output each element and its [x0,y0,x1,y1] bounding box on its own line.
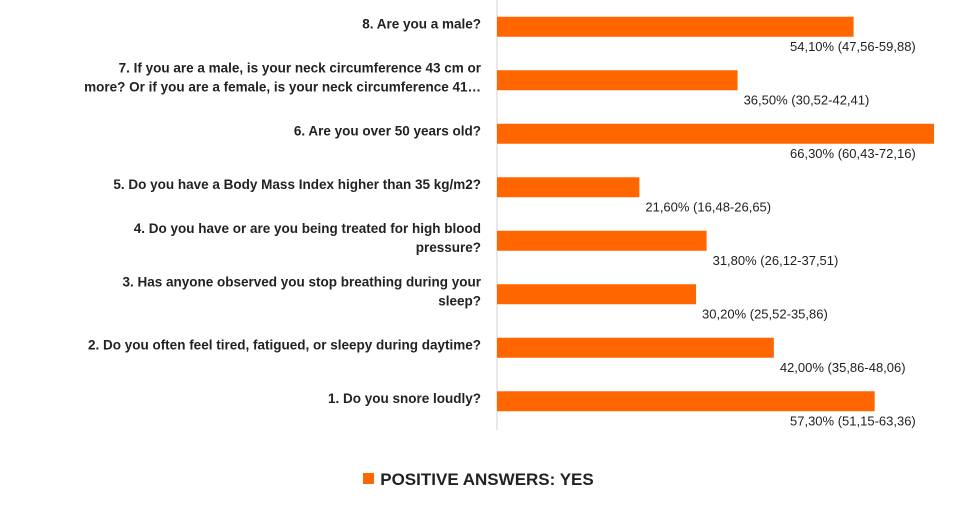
bar [497,123,934,144]
category-label: 3. Has anyone observed you stop breathin… [122,274,481,308]
bar [497,70,738,91]
category-label: 7. If you are a male, is your neck circu… [84,60,482,94]
data-label: 31,80% (26,12-37,51) [713,253,839,268]
data-label: 57,30% (51,15-63,36) [790,413,916,428]
legend-swatch [363,473,375,485]
data-label: 21,60% (16,48-26,65) [645,199,771,214]
legend: POSITIVE ANSWERS: YES [0,470,957,490]
category-label: 5. Do you have a Body Mass Index higher … [113,177,481,192]
category-label: 4. Do you have or are you being treated … [134,221,481,255]
data-label: 54,10% (47,56-59,88) [790,39,916,54]
data-labels-group: 54,10% (47,56-59,88) 36,50% (30,52-42,41)… [645,39,915,429]
bar [497,177,640,198]
category-labels-group: 8. Are you a male? 7. If you are a male, … [84,16,482,406]
bar [497,16,854,37]
data-label: 30,20% (25,52-35,86) [702,306,828,321]
data-label: 66,30% (60,43-72,16) [790,146,916,161]
category-label: 8. Are you a male? [362,16,481,31]
bar [497,391,875,412]
legend-label: POSITIVE ANSWERS: YES [380,470,594,489]
bar [497,284,697,305]
category-label: 1. Do you snore loudly? [328,391,481,406]
bar [497,230,707,251]
category-label: 6. Are you over 50 years old? [294,123,481,138]
data-label: 42,00% (35,86-48,06) [780,360,906,375]
category-label: 2. Do you often feel tired, fatigued, or… [88,337,481,352]
bar [497,337,774,358]
bars-group [497,16,934,412]
data-label: 36,50% (30,52-42,41) [744,92,870,107]
